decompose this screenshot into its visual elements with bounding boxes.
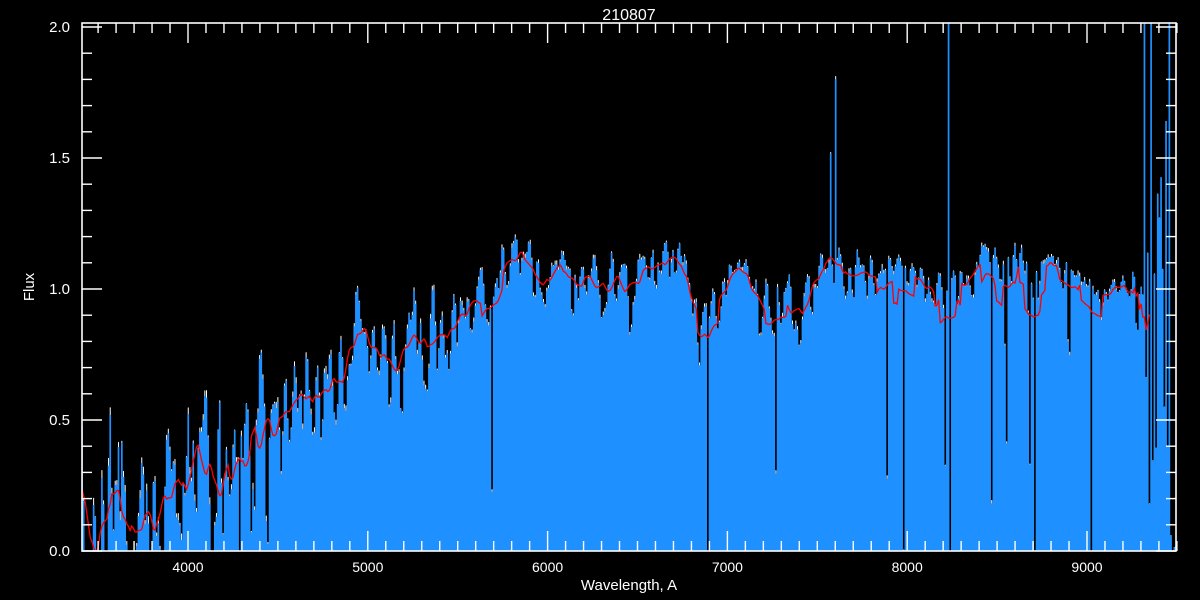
svg-text:4000: 4000 bbox=[172, 559, 203, 575]
svg-text:6000: 6000 bbox=[532, 559, 563, 575]
svg-text:1.5: 1.5 bbox=[49, 150, 70, 167]
svg-text:210807: 210807 bbox=[602, 7, 655, 24]
svg-text:0.0: 0.0 bbox=[49, 543, 70, 560]
svg-text:1.0: 1.0 bbox=[49, 281, 70, 298]
svg-text:5000: 5000 bbox=[352, 559, 383, 575]
svg-text:Wavelength, A: Wavelength, A bbox=[581, 577, 677, 594]
svg-text:Flux: Flux bbox=[21, 272, 38, 301]
svg-text:7000: 7000 bbox=[712, 559, 743, 575]
svg-text:8000: 8000 bbox=[892, 559, 923, 575]
svg-text:0.5: 0.5 bbox=[49, 412, 70, 429]
svg-text:2.0: 2.0 bbox=[49, 19, 70, 36]
svg-text:9000: 9000 bbox=[1071, 559, 1102, 575]
